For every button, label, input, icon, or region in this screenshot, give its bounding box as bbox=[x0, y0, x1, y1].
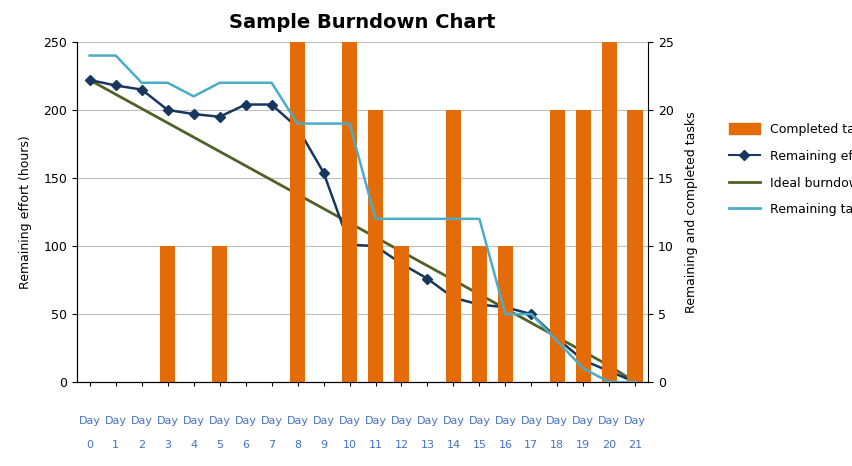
Text: Day: Day bbox=[520, 416, 542, 426]
Text: 21: 21 bbox=[627, 440, 642, 450]
Bar bbox=[471, 246, 486, 382]
Text: Day: Day bbox=[78, 416, 101, 426]
Text: 15: 15 bbox=[472, 440, 486, 450]
Text: Day: Day bbox=[286, 416, 308, 426]
Text: 2: 2 bbox=[138, 440, 145, 450]
Text: 7: 7 bbox=[268, 440, 275, 450]
Text: 20: 20 bbox=[602, 440, 616, 450]
Text: Day: Day bbox=[312, 416, 334, 426]
Text: 5: 5 bbox=[216, 440, 223, 450]
Text: 16: 16 bbox=[498, 440, 512, 450]
Text: 3: 3 bbox=[164, 440, 171, 450]
Text: Day: Day bbox=[261, 416, 282, 426]
Bar bbox=[549, 110, 565, 382]
Text: 14: 14 bbox=[446, 440, 460, 450]
Text: 13: 13 bbox=[420, 440, 434, 450]
Text: Day: Day bbox=[364, 416, 386, 426]
Title: Sample Burndown Chart: Sample Burndown Chart bbox=[229, 13, 495, 32]
Text: Day: Day bbox=[442, 416, 463, 426]
Text: 6: 6 bbox=[242, 440, 249, 450]
Legend: Completed tasks, Remaining effort, Ideal burndown, Remaining tasks: Completed tasks, Remaining effort, Ideal… bbox=[728, 123, 852, 216]
Y-axis label: Remaining effort (hours): Remaining effort (hours) bbox=[19, 135, 32, 289]
Bar bbox=[575, 110, 590, 382]
Text: Day: Day bbox=[572, 416, 594, 426]
Text: 8: 8 bbox=[294, 440, 301, 450]
Bar bbox=[601, 0, 616, 382]
Text: 17: 17 bbox=[524, 440, 538, 450]
Text: 9: 9 bbox=[320, 440, 326, 450]
Text: 11: 11 bbox=[368, 440, 382, 450]
Bar bbox=[367, 110, 383, 382]
Text: Day: Day bbox=[597, 416, 619, 426]
Text: 1: 1 bbox=[112, 440, 119, 450]
Text: 19: 19 bbox=[576, 440, 590, 450]
Bar bbox=[394, 246, 409, 382]
Text: Day: Day bbox=[416, 416, 438, 426]
Y-axis label: Remaining and completed tasks: Remaining and completed tasks bbox=[684, 111, 697, 313]
Text: Day: Day bbox=[182, 416, 204, 426]
Text: 4: 4 bbox=[190, 440, 197, 450]
Bar bbox=[497, 246, 513, 382]
Text: 10: 10 bbox=[343, 440, 356, 450]
Text: Day: Day bbox=[546, 416, 567, 426]
Text: 12: 12 bbox=[394, 440, 408, 450]
Text: Day: Day bbox=[234, 416, 256, 426]
Text: Day: Day bbox=[105, 416, 127, 426]
Text: Day: Day bbox=[157, 416, 178, 426]
Text: Day: Day bbox=[338, 416, 360, 426]
Bar bbox=[211, 246, 227, 382]
Text: Day: Day bbox=[130, 416, 153, 426]
Bar bbox=[290, 0, 305, 382]
Text: Day: Day bbox=[494, 416, 515, 426]
Text: 0: 0 bbox=[86, 440, 93, 450]
Bar bbox=[342, 0, 357, 382]
Text: 18: 18 bbox=[550, 440, 564, 450]
Text: Day: Day bbox=[209, 416, 230, 426]
Bar bbox=[159, 246, 176, 382]
Text: Day: Day bbox=[468, 416, 490, 426]
Bar bbox=[627, 110, 642, 382]
Text: Day: Day bbox=[390, 416, 412, 426]
Bar bbox=[445, 110, 461, 382]
Text: Day: Day bbox=[624, 416, 646, 426]
